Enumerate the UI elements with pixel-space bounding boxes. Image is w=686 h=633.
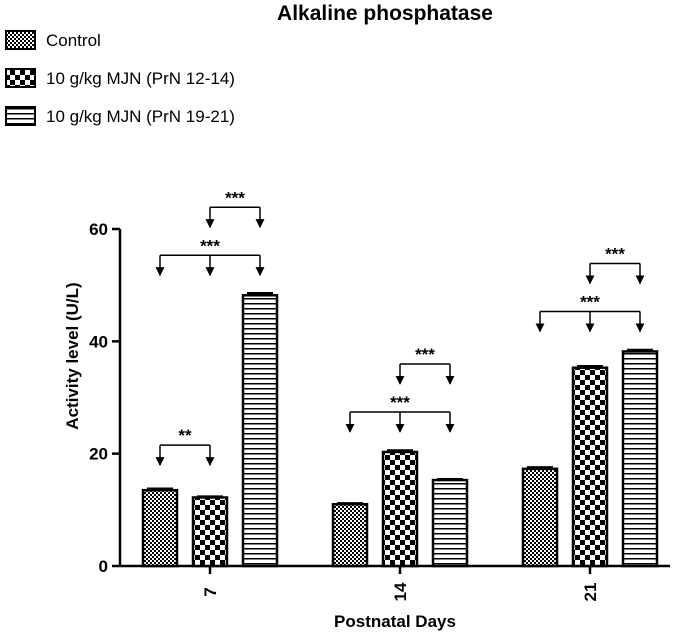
bars	[141, 292, 659, 568]
legend-swatch-0	[5, 30, 36, 50]
y-tick-label-0: 0	[99, 557, 108, 576]
legend: Control 10 g/kg MJN (PrN 12-14) 10 g/kg MJ…	[5, 30, 235, 126]
x-tick-label-2: 21	[581, 583, 600, 602]
bar-2-1	[431, 478, 469, 568]
y-tick-label-2: 40	[89, 332, 108, 351]
sig-label-2: ***	[225, 188, 245, 207]
x-axis-label: Postnatal Days	[334, 612, 456, 631]
y-axis: 0 20 40 60	[89, 220, 122, 576]
chart-title: Alkaline phosphatase	[277, 2, 493, 25]
legend-label-0: Control	[46, 31, 101, 50]
bar-1-2	[571, 366, 609, 568]
legend-swatch-2	[5, 106, 36, 126]
sig-label-6: ***	[605, 244, 625, 263]
bar-2-0	[241, 294, 279, 568]
bar-2-2	[621, 350, 659, 568]
x-tick-label-0: 7	[201, 587, 220, 596]
y-axis-label: Activity level (U/L)	[63, 282, 82, 429]
y-tick-label-1: 20	[89, 445, 108, 464]
bar-0-1	[331, 502, 369, 568]
legend-label-2: 10 g/kg MJN (PrN 19-21)	[46, 107, 235, 126]
x-tick-label-1: 14	[391, 582, 410, 601]
sig-label-5: ***	[580, 292, 600, 311]
sig-label-3: ***	[390, 393, 410, 412]
legend-label-1: 10 g/kg MJN (PrN 12-14)	[46, 69, 235, 88]
bar-1-0	[191, 496, 229, 568]
sig-label-1: ***	[200, 236, 220, 255]
sig-label-4: ***	[415, 345, 435, 364]
bar-1-1	[381, 450, 419, 568]
bar-0-2	[521, 467, 559, 568]
legend-swatch-1	[5, 68, 36, 88]
y-tick-label-3: 60	[89, 220, 108, 239]
significance-brackets: ********************	[155, 188, 645, 467]
bar-0-0	[141, 488, 179, 568]
sig-label-0: **	[178, 426, 192, 445]
x-axis: 7 14 21	[120, 564, 670, 602]
